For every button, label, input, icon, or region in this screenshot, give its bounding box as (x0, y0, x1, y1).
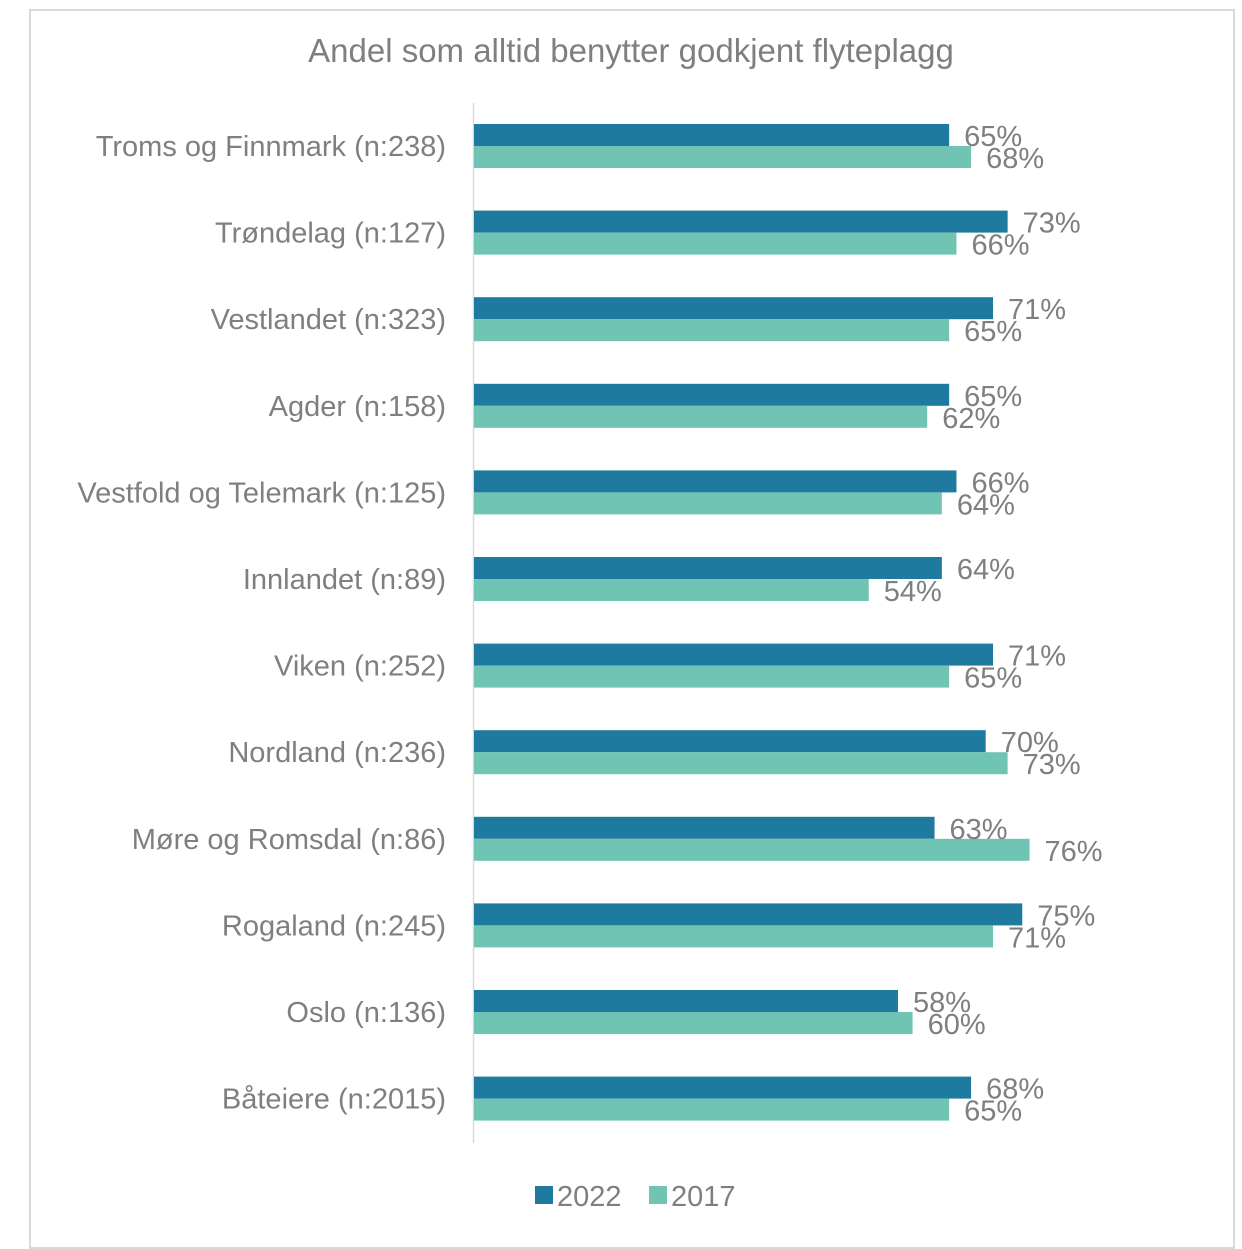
data-label-2017-tr-ndelag-n-127: 66% (971, 230, 1029, 262)
data-label-2022-nordland-n-236: 70% (1001, 727, 1059, 759)
category-label-vestfold-og-telemark-n-125: Vestfold og Telemark (n:125) (77, 477, 446, 509)
category-label-agder-n-158: Agder (n:158) (269, 391, 446, 423)
data-label-2017-vestfold-og-telemark-n-125: 64% (957, 489, 1015, 521)
category-label-m-re-og-romsdal-n-86: Møre og Romsdal (n:86) (132, 824, 446, 856)
category-label-viken-n-252: Viken (n:252) (274, 651, 446, 683)
data-label-2022-tr-ndelag-n-127: 73% (1023, 208, 1081, 240)
bar-2017-vestlandet-n-323 (474, 319, 950, 342)
data-label-2017-rogaland-n-245: 71% (1008, 922, 1066, 954)
data-label-2022-rogaland-n-245: 75% (1037, 900, 1095, 932)
data-label-2022-agder-n-158: 65% (964, 381, 1022, 413)
data-label-2017-nordland-n-236: 73% (1023, 749, 1081, 781)
data-label-2022-viken-n-252: 71% (1008, 641, 1066, 673)
bar-2022-troms-og-finnmark-n-238 (474, 124, 950, 146)
category-label-ba-teiere-n-2015: Båteiere (n:2015) (222, 1084, 446, 1116)
legend-label-2022: 2022 (557, 1181, 622, 1213)
bar-2017-tr-ndelag-n-127 (474, 232, 957, 255)
legend: 2022 2017 (535, 1181, 736, 1213)
category-label-troms-og-finnmark-n-238: Troms og Finnmark (n:238) (96, 131, 446, 163)
data-label-2017-oslo-n-136: 60% (928, 1009, 986, 1041)
bar-2022-viken-n-252 (474, 643, 994, 666)
bar-2017-innlandet-n-89 (474, 579, 869, 601)
category-label-tr-ndelag-n-127: Trøndelag (n:127) (215, 218, 446, 250)
data-label-2022-vestlandet-n-323: 71% (1008, 294, 1066, 326)
category-labels: Troms og Finnmark (n:238) Trøndelag (n:12… (77, 131, 446, 1116)
bar-2017-nordland-n-236 (474, 752, 1008, 775)
data-label-2022-vestfold-og-telemark-n-125: 66% (971, 467, 1029, 499)
category-label-innlandet-n-89: Innlandet (n:89) (243, 564, 446, 596)
data-label-2022-ba-teiere-n-2015: 68% (986, 1074, 1044, 1106)
bar-2022-vestlandet-n-323 (474, 297, 994, 320)
bar-2022-vestfold-og-telemark-n-125 (474, 470, 957, 493)
legend-swatch-2017 (649, 1186, 667, 1204)
bar-2022-m-re-og-romsdal-n-86 (474, 816, 935, 839)
bar-2017-agder-n-158 (474, 405, 928, 428)
bar-2017-viken-n-252 (474, 665, 950, 688)
data-label-2022-m-re-og-romsdal-n-86: 63% (950, 814, 1008, 846)
bar-2022-rogaland-n-245 (474, 903, 1023, 926)
data-label-2022-oslo-n-136: 58% (913, 987, 971, 1019)
category-label-nordland-n-236: Nordland (n:236) (228, 737, 446, 769)
bar-2017-vestfold-og-telemark-n-125 (474, 492, 942, 515)
data-label-2017-innlandet-n-89: 54% (884, 576, 942, 608)
bar-2017-oslo-n-136 (474, 1012, 913, 1034)
data-label-2022-troms-og-finnmark-n-238: 65% (964, 121, 1022, 153)
category-label-vestlandet-n-323: Vestlandet (n:323) (211, 304, 446, 336)
category-label-oslo-n-136: Oslo (n:136) (286, 997, 446, 1029)
data-label-2017-agder-n-158: 62% (942, 403, 1000, 435)
bar-2017-rogaland-n-245 (474, 925, 994, 948)
bar-2022-oslo-n-136 (474, 990, 898, 1012)
data-labels: 65%68%73%66%71%65%65%62%66%64%64%54%71%6… (884, 121, 1103, 1128)
bars (474, 124, 1030, 1121)
bar-2017-m-re-og-romsdal-n-86 (474, 838, 1030, 861)
chart-title: Andel som alltid benytter godkjent flyte… (308, 32, 954, 69)
bar-2022-tr-ndelag-n-127 (474, 210, 1008, 233)
data-label-2017-ba-teiere-n-2015: 65% (964, 1096, 1022, 1128)
bar-2022-ba-teiere-n-2015 (474, 1076, 972, 1099)
bar-2022-innlandet-n-89 (474, 557, 942, 579)
data-label-2022-innlandet-n-89: 64% (957, 554, 1015, 586)
bar-2022-agder-n-158 (474, 383, 950, 406)
legend-label-2017: 2017 (671, 1181, 736, 1213)
category-label-rogaland-n-245: Rogaland (n:245) (222, 910, 446, 942)
data-label-2017-m-re-og-romsdal-n-86: 76% (1045, 836, 1103, 868)
bar-2017-troms-og-finnmark-n-238 (474, 146, 972, 168)
legend-swatch-2022 (535, 1186, 553, 1204)
bar-2017-ba-teiere-n-2015 (474, 1098, 950, 1121)
data-label-2017-viken-n-252: 65% (964, 663, 1022, 695)
data-label-2017-troms-og-finnmark-n-238: 68% (986, 143, 1044, 175)
bar-2022-nordland-n-236 (474, 730, 986, 753)
data-label-2017-vestlandet-n-323: 65% (964, 316, 1022, 348)
